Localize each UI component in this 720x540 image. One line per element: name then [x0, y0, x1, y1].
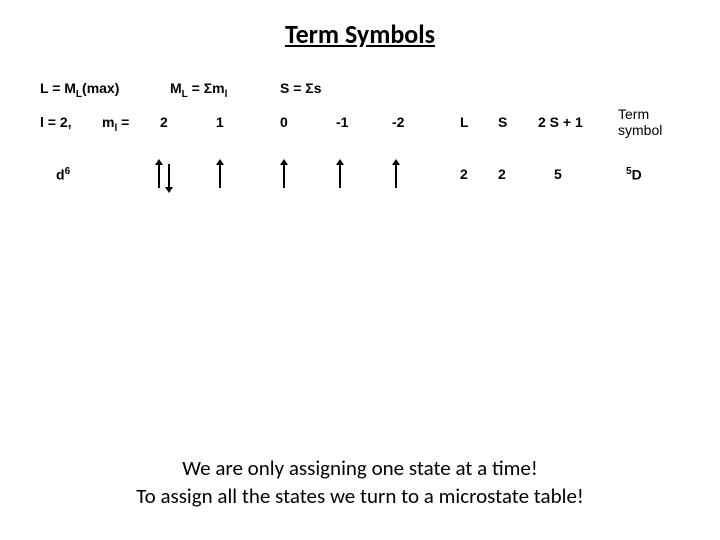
val-S: 2	[498, 166, 506, 182]
orbital-row: d6 2 2 5 5D	[40, 158, 720, 198]
orbital-box	[328, 158, 352, 192]
col-header-S: S	[498, 114, 507, 130]
orbital-box	[152, 158, 176, 192]
ml-label: ml =	[102, 114, 129, 134]
col-header-2s1: 2 S + 1	[538, 114, 583, 130]
ml-value: 0	[280, 114, 288, 130]
formula-L: L = ML(max)	[40, 80, 119, 100]
col-header-L: L	[460, 114, 469, 130]
formula-ML: ML = Σml	[170, 80, 227, 100]
ml-values-row: l = 2, ml = 210-1-2 L S 2 S + 1 Termsymb…	[40, 114, 720, 140]
val-L: 2	[460, 166, 468, 182]
formula-row: L = ML(max) ML = Σml S = Σs	[40, 80, 720, 106]
page-title: Term Symbols	[0, 0, 720, 50]
orbital-box	[272, 158, 296, 192]
ml-value: -1	[336, 114, 348, 130]
caption-text: We are only assigning one state at a tim…	[0, 455, 720, 510]
formula-S: S = Σs	[280, 80, 321, 96]
orbital-box	[208, 158, 232, 192]
ml-value: -2	[392, 114, 404, 130]
ml-value: 2	[160, 114, 168, 130]
term-symbol: 5D	[626, 166, 642, 183]
ml-value: 1	[216, 114, 224, 130]
col-header-term: Termsymbol	[618, 106, 662, 138]
val-2s1: 5	[554, 166, 562, 182]
orbital-box	[384, 158, 408, 192]
content-area: L = ML(max) ML = Σml S = Σs l = 2, ml = …	[0, 80, 720, 198]
config-label: d6	[56, 166, 70, 183]
l-value: l = 2,	[40, 114, 72, 130]
